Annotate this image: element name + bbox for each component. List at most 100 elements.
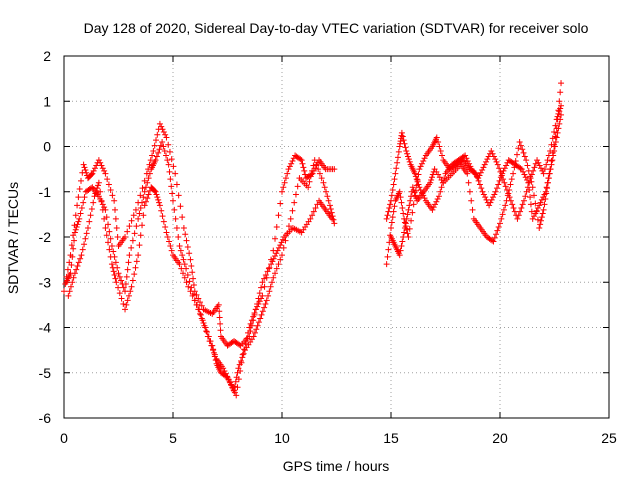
data-point xyxy=(388,224,394,231)
data-point xyxy=(500,206,507,213)
data-point xyxy=(520,197,527,204)
data-point xyxy=(61,288,67,295)
data-point xyxy=(95,182,102,189)
data-point xyxy=(79,246,86,253)
data-point xyxy=(197,311,204,318)
data-point xyxy=(103,232,110,239)
data-point xyxy=(67,283,74,290)
data-point xyxy=(114,234,121,240)
data-point xyxy=(71,229,78,236)
data-point xyxy=(101,204,108,211)
data-point xyxy=(189,269,196,276)
data-point xyxy=(279,236,286,243)
data-point xyxy=(548,141,555,148)
data-point xyxy=(523,157,530,164)
data-point xyxy=(261,283,268,290)
data-point xyxy=(142,198,149,205)
y-tick-label: -6 xyxy=(39,410,52,426)
data-point xyxy=(521,171,528,178)
data-point xyxy=(122,281,129,288)
data-point xyxy=(115,284,122,291)
data-point xyxy=(76,186,83,193)
data-point xyxy=(544,179,551,186)
data-point xyxy=(514,215,521,222)
data-point xyxy=(113,224,120,231)
data-point xyxy=(408,217,415,224)
data-point xyxy=(553,134,560,141)
data-point xyxy=(131,271,138,278)
data-point xyxy=(140,194,147,201)
data-point xyxy=(188,284,195,291)
data-point xyxy=(292,191,299,198)
data-point xyxy=(514,151,521,158)
data-point xyxy=(167,243,174,250)
data-point xyxy=(542,195,549,202)
data-point xyxy=(289,207,296,214)
data-point xyxy=(70,245,77,252)
data-point xyxy=(187,288,194,295)
data-point xyxy=(523,188,530,195)
data-point xyxy=(558,102,565,109)
data-point xyxy=(88,205,95,212)
data-point xyxy=(203,328,210,335)
data-point xyxy=(277,256,284,263)
data-point xyxy=(73,224,80,231)
data-point xyxy=(241,346,248,353)
data-point xyxy=(539,210,546,217)
data-point xyxy=(536,162,543,169)
data-point xyxy=(124,266,131,273)
data-point xyxy=(280,184,287,191)
data-point xyxy=(157,142,164,149)
data-point xyxy=(183,279,190,286)
data-point xyxy=(173,224,180,231)
data-point xyxy=(98,162,105,169)
data-point xyxy=(518,205,525,212)
data-point xyxy=(500,176,507,183)
data-point xyxy=(131,230,138,237)
data-point xyxy=(301,167,308,174)
data-point xyxy=(294,183,301,190)
data-point xyxy=(480,191,487,198)
data-point xyxy=(558,80,565,87)
data-point xyxy=(102,224,109,231)
data-point xyxy=(492,188,499,195)
data-point xyxy=(436,143,443,150)
data-point xyxy=(91,165,98,172)
data-point xyxy=(258,311,265,318)
data-point xyxy=(251,310,258,317)
data-point xyxy=(166,148,173,155)
data-point xyxy=(316,170,323,177)
data-point xyxy=(69,253,76,260)
x-tick-labels: 0 5 10 15 20 25 xyxy=(60,430,617,446)
data-point xyxy=(511,208,518,215)
data-point xyxy=(549,135,556,142)
data-point xyxy=(234,384,241,391)
data-point xyxy=(399,133,406,140)
data-point xyxy=(197,310,204,317)
data-point xyxy=(532,160,539,167)
data-point xyxy=(390,208,397,215)
data-point xyxy=(410,201,417,208)
data-point xyxy=(416,166,423,173)
data-point xyxy=(383,261,390,268)
data-point xyxy=(93,187,100,194)
data-point xyxy=(164,157,171,164)
data-point xyxy=(549,157,556,164)
data-point xyxy=(133,223,140,230)
data-point xyxy=(270,274,277,281)
data-point xyxy=(415,181,422,188)
x-axis-label: GPS time / hours xyxy=(283,458,390,474)
data-point xyxy=(99,201,106,208)
data-point xyxy=(71,270,78,277)
data-point xyxy=(528,178,535,185)
data-point xyxy=(533,208,540,215)
data-point xyxy=(413,176,420,183)
data-point xyxy=(262,272,269,279)
data-point xyxy=(557,105,564,112)
data-point xyxy=(517,208,524,215)
data-point xyxy=(288,160,295,167)
data-point xyxy=(105,221,112,228)
data-point xyxy=(135,252,142,259)
data-point xyxy=(74,221,81,228)
data-point xyxy=(414,178,421,185)
